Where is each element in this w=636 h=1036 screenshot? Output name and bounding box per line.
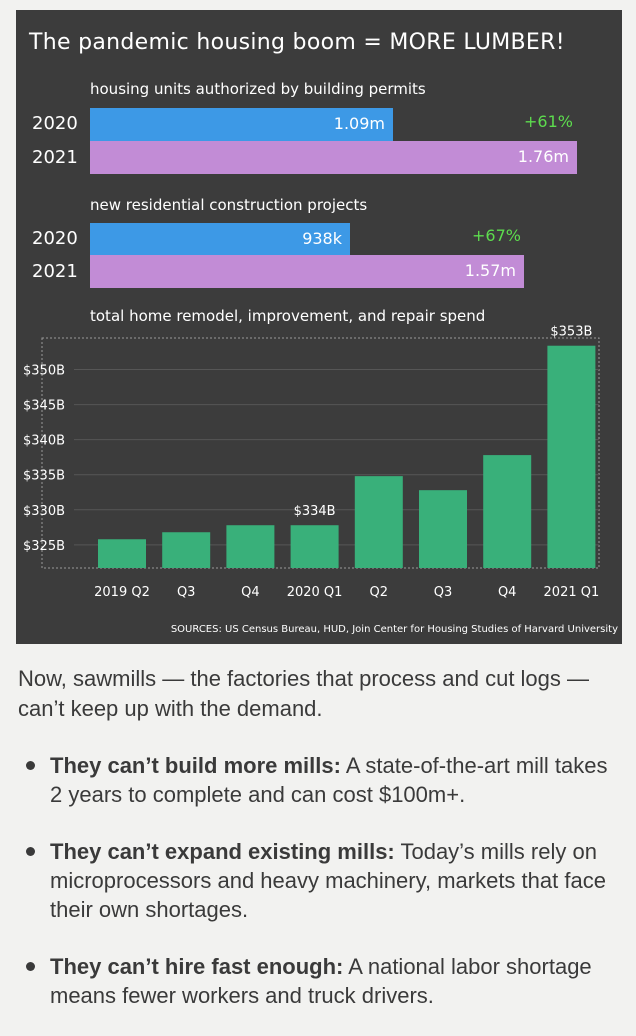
bullet-heading: They can’t expand existing mills: (50, 839, 395, 864)
construction-label: new residential construction projects (90, 196, 368, 214)
bullet-dot-icon (26, 962, 35, 971)
bullet-heading: They can’t hire fast enough: (50, 954, 344, 979)
bar-2019-q2 (98, 539, 146, 568)
bar-2020-q1 (290, 525, 339, 568)
remodel-spend-chart: $325B $330B $335B $340B $345B $350B 2019 Q2 Q3 Q… (23, 325, 600, 600)
bar-q3 (419, 490, 467, 568)
bar-q2 (354, 476, 403, 568)
construction-year-2020: 2020 (32, 228, 78, 249)
x-tick-label: Q4 (498, 585, 517, 600)
data-label: $353B (550, 325, 592, 340)
bar-q3 (162, 532, 211, 568)
data-label: $334B (294, 504, 336, 519)
permits-year-2020: 2020 (32, 113, 78, 134)
y-tick-label: $335B (23, 469, 65, 484)
infographic-title: The pandemic housing boom = MORE LUMBER! (29, 30, 565, 55)
permits-bar-2021: 1.76m (90, 141, 577, 174)
sources-note: SOURCES: US Census Bureau, HUD, Join Cen… (170, 624, 618, 635)
bullet-text: Today’s mills rely on microprocessors an… (50, 839, 606, 922)
construction-bar-2020: 938k (90, 223, 350, 256)
permits-bar-2020: 1.09m (90, 108, 393, 141)
x-tick-label: Q2 (370, 585, 389, 600)
permits-label: housing units authorized by building per… (90, 80, 426, 98)
bullet-build-mills: They can’t build more mills: A state-of-… (18, 751, 618, 809)
y-tick-label: $330B (23, 504, 65, 519)
lumber-infographic: $325B $330B $335B $340B $345B $350B 2019 Q2 Q3 Q… (16, 10, 622, 644)
permits-value-2021: 1.76m (517, 147, 569, 166)
y-tick-label: $340B (23, 434, 65, 449)
bullet-text: A national labor shortage means fewer wo… (50, 954, 592, 1008)
y-tick-label: $350B (23, 364, 65, 379)
construction-value-2020: 938k (302, 229, 342, 248)
permits-year-2021: 2021 (32, 147, 78, 168)
x-tick-label: 2020 Q1 (287, 585, 343, 600)
article-intro: Now, sawmills — the factories that proce… (18, 666, 590, 721)
bullet-heading: They can’t build more mills: (50, 753, 341, 778)
bar-2021-q1 (547, 345, 596, 568)
x-tick-label: Q3 (177, 585, 196, 600)
construction-change: +67% (472, 226, 521, 245)
article-body: Now, sawmills — the factories that proce… (18, 664, 618, 1010)
y-tick-label: $325B (23, 539, 65, 554)
construction-year-2021: 2021 (32, 261, 78, 282)
y-tick-label: $345B (23, 399, 65, 414)
construction-value-2021: 1.57m (464, 261, 516, 280)
bullet-text: A state-of-the-art mill takes 2 years to… (50, 753, 608, 807)
x-tick-label: 2021 Q1 (544, 585, 600, 600)
x-tick-label: 2019 Q2 (94, 585, 150, 600)
bullet-dot-icon (26, 847, 35, 856)
remodel-chart-title: total home remodel, improvement, and rep… (90, 307, 486, 325)
permits-change: +61% (524, 112, 573, 131)
bar-q4 (226, 525, 275, 568)
x-tick-label: Q3 (434, 585, 453, 600)
construction-bar-2021: 1.57m (90, 255, 524, 288)
bullet-dot-icon (26, 761, 35, 770)
bullet-expand-mills: They can’t expand existing mills: Today’… (18, 837, 618, 924)
bullet-hire: They can’t hire fast enough: A national … (18, 952, 618, 1010)
permits-value-2020: 1.09m (333, 114, 385, 133)
bar-q4 (483, 455, 532, 568)
x-tick-label: Q4 (241, 585, 260, 600)
